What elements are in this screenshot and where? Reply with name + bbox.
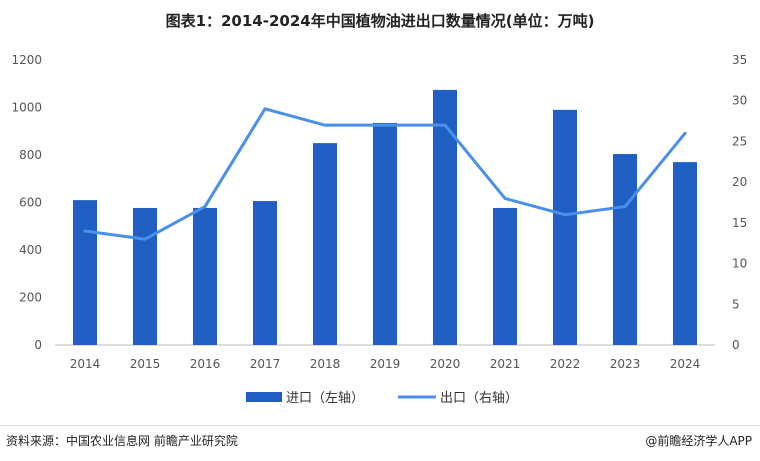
bar-import: [553, 109, 577, 345]
point-export: [83, 229, 87, 233]
chart-svg: 0 200 400 600 800 1000 1200 0 5 10 15 20 25 30 35 2014 2…: [11, 53, 747, 406]
bar-import: [193, 207, 217, 345]
x-tick-label: 2024: [670, 357, 701, 371]
divider: [0, 425, 760, 426]
y-left-tick-label: 1000: [11, 101, 42, 115]
y-right-tick-label: 5: [732, 297, 740, 311]
y-left-tick-label: 200: [19, 291, 42, 305]
x-tick-label: 2021: [490, 357, 521, 371]
bar-import: [433, 89, 457, 345]
x-tick-label: 2022: [550, 357, 581, 371]
bar-import: [313, 143, 337, 345]
point-export: [563, 213, 567, 217]
x-tick-label: 2020: [430, 357, 461, 371]
point-export: [143, 237, 147, 241]
bar-import: [73, 200, 97, 345]
y-right-tick-label: 0: [732, 338, 740, 352]
bar-import: [373, 122, 397, 345]
x-tick-label: 2023: [610, 357, 641, 371]
x-tick-label: 2019: [370, 357, 401, 371]
point-export: [443, 123, 447, 127]
y-left-tick-label: 800: [19, 148, 42, 162]
y-left-tick-label: 600: [19, 196, 42, 210]
x-tick-label: 2014: [70, 357, 101, 371]
y-right-tick-label: 30: [732, 94, 747, 108]
point-export: [503, 196, 507, 200]
y-right-tick-label: 25: [732, 134, 747, 148]
x-tick-label: 2016: [190, 357, 221, 371]
bar-import: [673, 162, 697, 345]
bar-import: [253, 201, 277, 345]
legend-label-export: 出口（右轴）: [440, 391, 518, 406]
y-right-tick-label: 10: [732, 257, 747, 271]
source-note: 资料来源：中国农业信息网 前瞻产业研究院: [6, 434, 238, 448]
point-export: [263, 107, 267, 111]
y-right-tick-label: 20: [732, 175, 747, 189]
point-export: [683, 131, 687, 135]
point-export: [623, 205, 627, 209]
x-tick-label: 2017: [250, 357, 281, 371]
x-tick-label: 2015: [130, 357, 161, 371]
point-export: [203, 205, 207, 209]
brand-note: @前瞻经济学人APP: [645, 434, 752, 448]
bar-import: [133, 207, 157, 345]
x-tick-label: 2018: [310, 357, 341, 371]
y-right-tick-label: 15: [732, 216, 747, 230]
legend-swatch-import: [246, 392, 282, 402]
point-export: [323, 123, 327, 127]
legend-label-import: 进口（左轴）: [286, 391, 364, 406]
point-export: [383, 123, 387, 127]
y-left-tick-label: 0: [34, 338, 42, 352]
y-left-tick-label: 400: [19, 243, 42, 257]
y-left-tick-label: 1200: [11, 53, 42, 67]
chart-title: 图表1：2014-2024年中国植物油进出口数量情况(单位：万吨): [165, 12, 595, 30]
y-right-tick-label: 35: [732, 53, 747, 67]
bar-import: [613, 154, 637, 345]
bar-import: [493, 207, 517, 345]
